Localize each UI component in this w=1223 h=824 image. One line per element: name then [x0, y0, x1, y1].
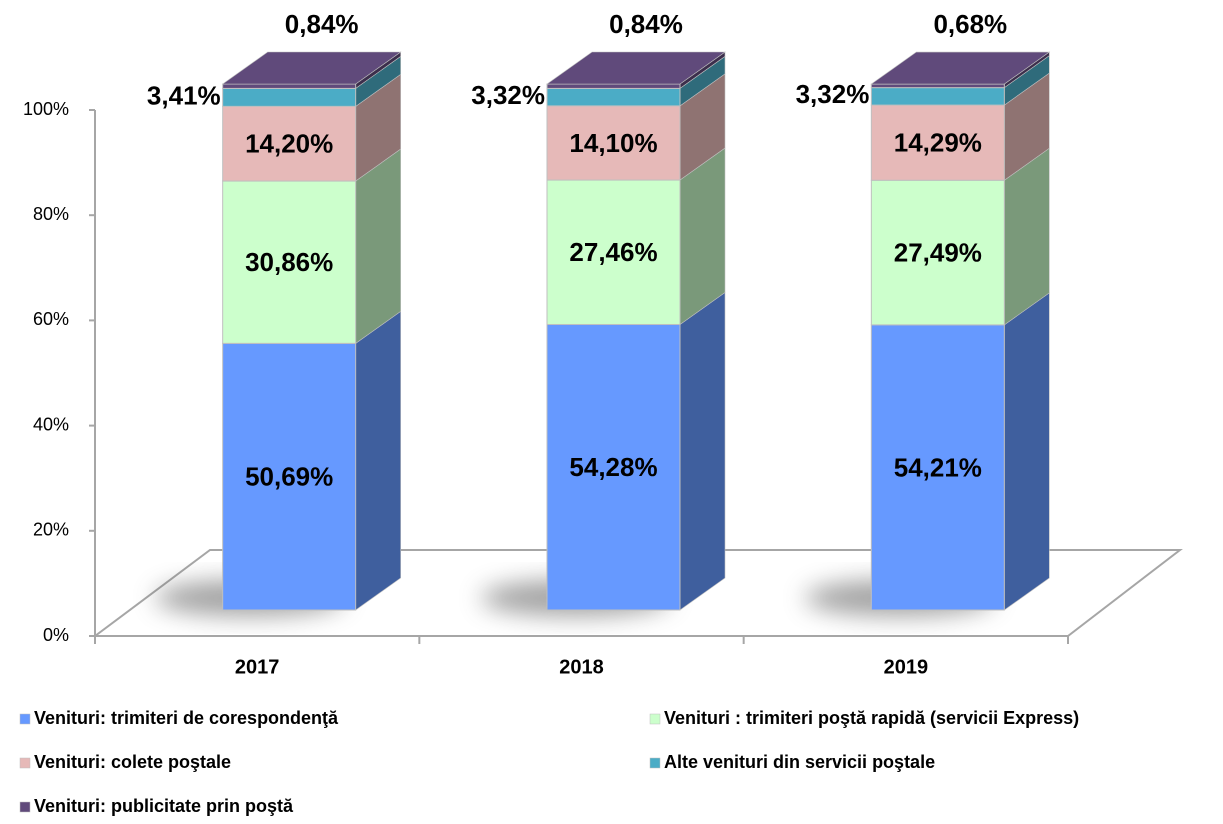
bar-segment [546, 179, 681, 325]
y-tick-label: 80% [33, 204, 69, 224]
bar-segment [546, 105, 681, 181]
data-label: 0,84% [609, 9, 683, 39]
y-tick-label: 20% [33, 520, 69, 540]
data-label: 27,46% [569, 237, 657, 267]
bar-side [679, 291, 726, 611]
bar-side [1004, 292, 1050, 611]
bar-segment [546, 87, 681, 107]
bar-segment [546, 323, 681, 611]
y-tick-label: 0% [43, 625, 69, 645]
bar-segment [546, 83, 681, 89]
data-label: 3,41% [147, 80, 221, 110]
y-tick-label: 40% [33, 414, 69, 434]
legend-swatch [649, 713, 661, 725]
legend-swatch [19, 713, 31, 725]
data-label: 0,84% [285, 9, 359, 39]
data-label: 3,32% [471, 80, 545, 110]
data-label: 54,21% [894, 452, 982, 482]
bar-segment [222, 180, 357, 344]
bar-segment [870, 104, 1005, 181]
legend-label: Venituri : trimiteri poştă rapidă (servi… [664, 708, 1079, 728]
bar-top [870, 51, 1051, 85]
bar-side [355, 310, 401, 611]
x-tick-label: 2017 [235, 656, 280, 678]
bar-top [546, 51, 726, 85]
legend-swatch [649, 757, 661, 769]
y-tick-label: 100% [23, 99, 69, 119]
data-label: 3,32% [796, 79, 870, 109]
bar-segment [870, 179, 1005, 326]
legend-label: Venituri: publicitate prin poştă [34, 796, 294, 816]
legend-label: Venituri: trimiteri de corespondenţă [34, 708, 339, 728]
bar-side [355, 148, 401, 344]
bar-segment [222, 87, 357, 107]
data-label: 14,10% [569, 128, 657, 158]
bar-segment [870, 324, 1005, 611]
data-label: 54,28% [569, 452, 657, 482]
data-label: 50,69% [245, 462, 333, 492]
data-label: 30,86% [245, 247, 333, 277]
x-tick-label: 2019 [884, 656, 929, 678]
bar-segment [870, 87, 1005, 106]
bar-segment [870, 83, 1005, 89]
legend-label: Alte venituri din servicii poştale [664, 752, 935, 772]
data-label: 27,49% [894, 237, 982, 267]
bar-segment [222, 83, 357, 89]
data-label: 0,68% [933, 9, 1007, 39]
legend-label: Venituri: colete poştale [34, 752, 231, 772]
legend-swatch [19, 757, 31, 769]
data-label: 14,29% [894, 128, 982, 158]
bar-segment [222, 105, 357, 182]
legend-swatch [19, 801, 31, 813]
x-tick-label: 2018 [559, 656, 604, 678]
bar-segment [222, 342, 357, 611]
data-label: 14,20% [245, 129, 333, 159]
bar-top [221, 51, 402, 85]
y-tick-label: 60% [33, 309, 69, 329]
